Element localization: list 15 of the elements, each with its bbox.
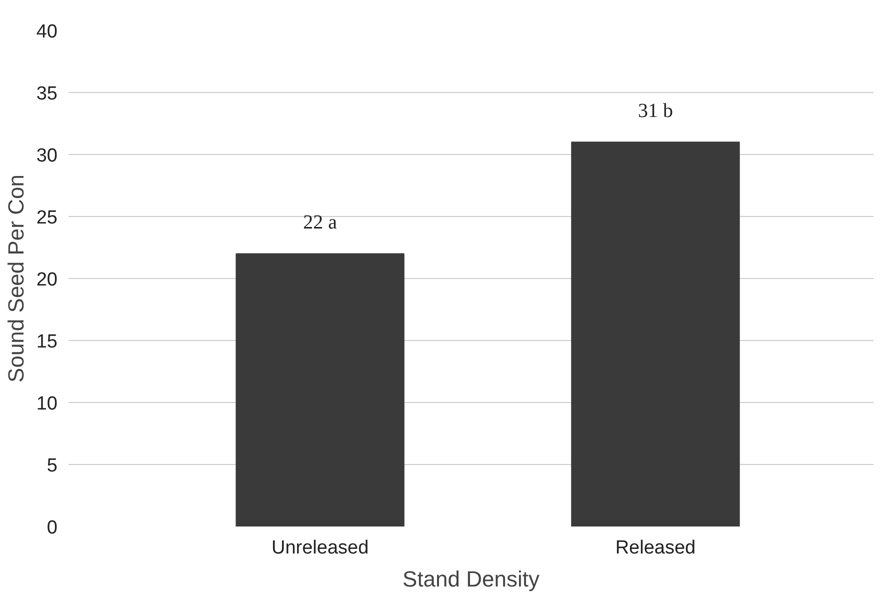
y-tick-label: 25: [36, 208, 58, 228]
y-tick-label: 0: [46, 518, 58, 538]
data-label: 22 a: [303, 212, 338, 234]
y-tick-label: 30: [36, 146, 58, 166]
y-tick-label: 10: [36, 394, 58, 414]
x-tick-label: Released: [615, 538, 696, 558]
y-tick-label: 20: [36, 270, 58, 290]
data-label: 31 b: [638, 100, 673, 122]
y-tick-label: 40: [36, 22, 58, 42]
y-tick-label: 15: [36, 332, 58, 352]
y-axis-title: Sound Seed Per Con: [3, 174, 28, 382]
y-tick-label: 35: [36, 84, 58, 104]
x-tick-label: Unreleased: [271, 538, 369, 558]
x-axis-title: Stand Density: [402, 566, 540, 592]
y-tick-label: 5: [46, 456, 58, 476]
